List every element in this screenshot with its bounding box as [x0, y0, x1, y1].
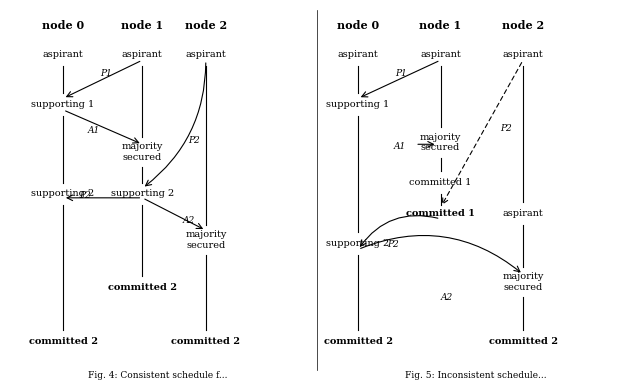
Text: supporting 2: supporting 2 — [326, 239, 390, 248]
Text: Fig. 4: Consistent schedule f...: Fig. 4: Consistent schedule f... — [88, 371, 228, 380]
Text: A1: A1 — [88, 126, 100, 135]
Text: Fig. 5: Inconsistent schedule...: Fig. 5: Inconsistent schedule... — [404, 371, 547, 380]
Text: committed 2: committed 2 — [172, 337, 240, 346]
Text: P2: P2 — [500, 125, 512, 133]
Text: node 2: node 2 — [502, 20, 544, 31]
Text: majority
secured: majority secured — [122, 142, 163, 162]
Text: aspirant: aspirant — [502, 50, 543, 59]
Text: A1: A1 — [394, 142, 406, 151]
Text: committed 2: committed 2 — [324, 337, 392, 346]
Text: node 1: node 1 — [122, 20, 163, 31]
Text: committed 2: committed 2 — [29, 337, 97, 346]
Text: aspirant: aspirant — [122, 50, 163, 59]
Text: P2: P2 — [79, 191, 91, 201]
Text: majority
secured: majority secured — [185, 230, 227, 249]
Text: supporting 2: supporting 2 — [31, 189, 95, 199]
Text: aspirant: aspirant — [420, 50, 461, 59]
Text: aspirant: aspirant — [502, 209, 543, 218]
Text: P1: P1 — [396, 69, 407, 78]
Text: majority
secured: majority secured — [502, 272, 544, 292]
Text: majority
secured: majority secured — [420, 133, 461, 152]
Text: supporting 1: supporting 1 — [31, 100, 95, 109]
Text: node 0: node 0 — [337, 20, 379, 31]
Text: committed 2: committed 2 — [108, 283, 177, 292]
Text: committed 2: committed 2 — [488, 337, 557, 346]
Text: A2: A2 — [182, 216, 195, 225]
Text: aspirant: aspirant — [186, 50, 226, 59]
Text: P2: P2 — [387, 240, 399, 249]
Text: P1: P1 — [100, 69, 112, 78]
Text: node 0: node 0 — [42, 20, 84, 31]
Text: P2: P2 — [189, 136, 200, 145]
Text: aspirant: aspirant — [338, 50, 378, 59]
Text: supporting 1: supporting 1 — [326, 100, 390, 109]
Text: supporting 2: supporting 2 — [111, 189, 174, 199]
Text: node 2: node 2 — [185, 20, 227, 31]
Text: aspirant: aspirant — [43, 50, 83, 59]
Text: A2: A2 — [441, 293, 453, 302]
Text: node 1: node 1 — [419, 20, 461, 31]
Text: committed 1: committed 1 — [410, 178, 472, 187]
Text: committed 1: committed 1 — [406, 209, 475, 218]
